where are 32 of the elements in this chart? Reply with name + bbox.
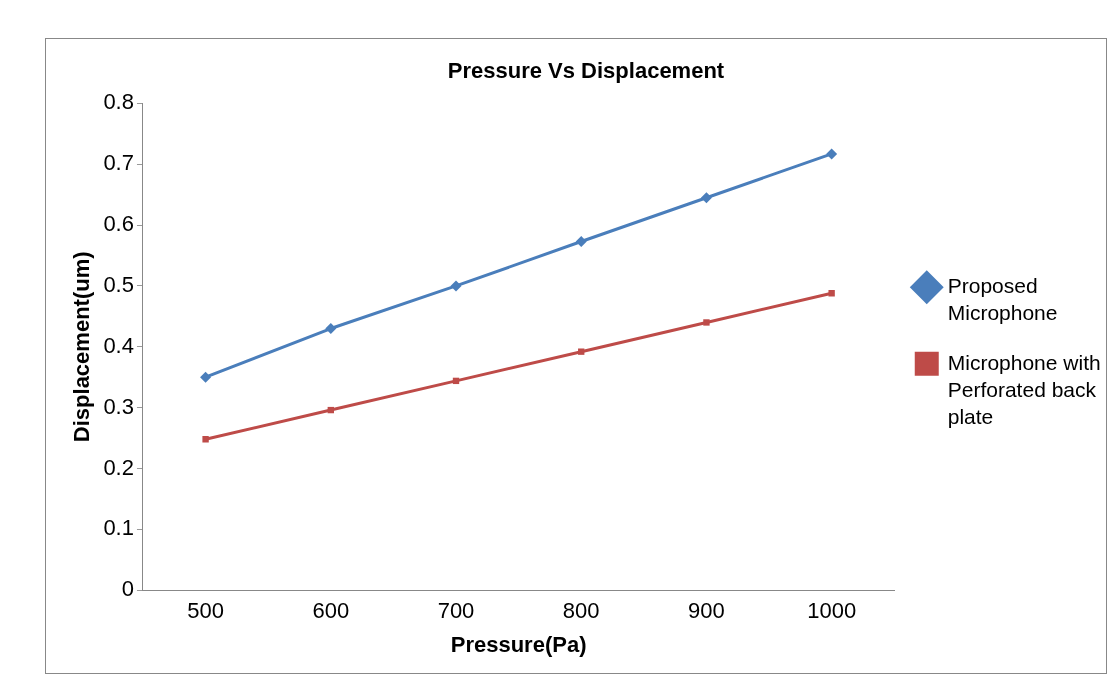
y-tick-label: 0 <box>121 576 134 602</box>
x-tick-label: 700 <box>437 598 475 624</box>
y-tick-label: 0.2 <box>103 454 134 480</box>
point <box>200 371 212 383</box>
x-tick-label: 600 <box>312 598 350 624</box>
point <box>703 319 710 326</box>
point <box>452 377 460 385</box>
y-tick-label: 0.3 <box>103 393 134 419</box>
point <box>202 436 209 443</box>
point <box>826 148 838 160</box>
x-tick-label: 500 <box>187 598 224 624</box>
y-axis-title: Displacement(um) <box>69 251 95 443</box>
y-tick-label: 0.6 <box>103 211 134 237</box>
y-tick-label: 0.4 <box>103 332 134 358</box>
point <box>828 290 835 297</box>
legend-label: Microphone with Perforated back plate <box>947 350 1101 429</box>
point <box>575 236 587 248</box>
y-tick-label: 0.5 <box>103 272 134 298</box>
y-tick-label: 0.8 <box>103 89 134 115</box>
point <box>450 280 462 292</box>
chart-title: Pressure Vs Displacement <box>447 58 725 84</box>
point <box>327 406 334 414</box>
x-tick-label: 1000 <box>807 598 857 624</box>
x-tick-label: 900 <box>688 598 725 624</box>
point <box>700 192 712 204</box>
y-tick-label: 0.1 <box>103 515 134 541</box>
x-axis-title: Pressure(Pa) <box>450 631 587 657</box>
legend-label: Proposed Microphone <box>947 274 1058 325</box>
y-tick-label: 0.7 <box>103 150 134 176</box>
point <box>325 323 337 335</box>
x-tick-label: 800 <box>562 598 600 624</box>
point <box>578 348 585 355</box>
